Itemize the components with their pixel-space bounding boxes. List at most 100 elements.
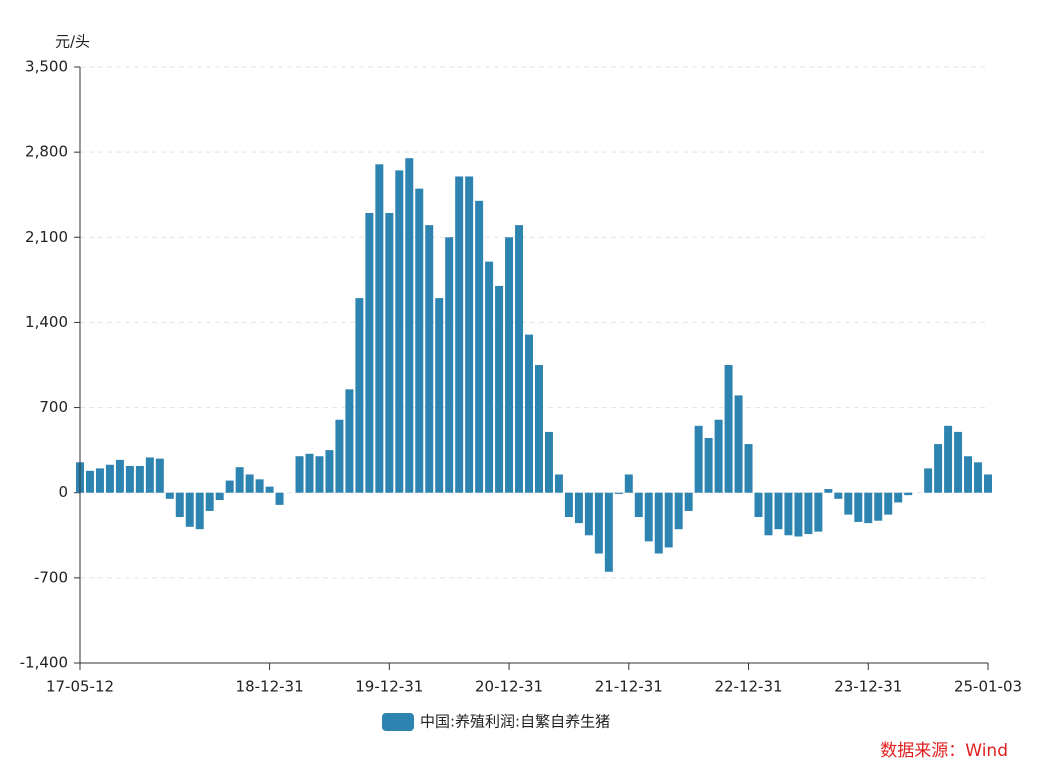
bar — [984, 474, 992, 493]
bar — [624, 474, 633, 493]
bar — [694, 425, 703, 493]
bar — [205, 492, 214, 511]
bar — [415, 188, 424, 493]
bar — [145, 457, 154, 493]
x-tick-label: 17-05-12 — [46, 678, 114, 696]
x-tick-label: 22-12-31 — [714, 678, 782, 696]
bar — [525, 334, 534, 493]
bar — [734, 395, 743, 493]
bar — [135, 465, 144, 493]
x-tick-label: 25-01-03 — [954, 678, 1022, 696]
bar — [165, 492, 174, 499]
bar — [754, 492, 763, 518]
legend-label: 中国:养殖利润:自繁自养生猪 — [420, 713, 610, 731]
bar — [295, 456, 304, 493]
bar — [684, 492, 693, 511]
y-tick-label: 2,100 — [25, 228, 68, 246]
bar — [654, 492, 663, 554]
bar — [475, 200, 484, 493]
bar — [425, 225, 434, 493]
bar — [215, 492, 224, 501]
bar — [864, 492, 873, 524]
bar — [435, 298, 444, 493]
bar — [105, 464, 114, 493]
bar — [85, 470, 94, 493]
y-tick-label: 0 — [58, 483, 68, 501]
bar — [714, 419, 723, 493]
bar — [924, 468, 933, 493]
x-tick-label: 19-12-31 — [355, 678, 423, 696]
bar — [834, 492, 843, 499]
bar — [345, 389, 354, 493]
bar — [335, 419, 344, 493]
bar — [465, 176, 474, 493]
bar — [964, 456, 973, 493]
bar — [195, 492, 204, 530]
bar — [644, 492, 653, 542]
y-tick-label: -1,400 — [20, 654, 68, 672]
bar — [395, 170, 404, 493]
bar — [445, 237, 454, 493]
y-tick-label: 1,400 — [25, 313, 68, 331]
y-unit: 元/头 — [55, 33, 90, 51]
bar — [225, 480, 234, 493]
bar — [544, 431, 553, 493]
bar — [265, 486, 274, 493]
bar — [764, 492, 773, 536]
bar — [275, 492, 284, 505]
bar — [305, 453, 314, 493]
bar — [564, 492, 573, 518]
bar — [554, 474, 563, 493]
bar — [315, 456, 324, 493]
bar — [944, 425, 953, 493]
bar — [614, 492, 623, 494]
bar — [455, 176, 464, 493]
bar — [245, 474, 254, 493]
bar — [724, 365, 733, 493]
y-tick-label: 700 — [39, 398, 68, 416]
bar — [534, 365, 543, 493]
source: 数据来源：Wind — [880, 741, 1008, 761]
bar — [574, 492, 583, 524]
y-tick-label: 2,800 — [25, 143, 68, 161]
bar — [155, 458, 164, 493]
bar — [664, 492, 673, 548]
bar — [485, 261, 494, 493]
bar — [175, 492, 184, 518]
legend-swatch — [382, 713, 414, 731]
bar — [495, 285, 504, 493]
bar — [884, 492, 893, 515]
bar — [505, 237, 514, 493]
bar — [804, 492, 813, 535]
bar — [894, 492, 903, 503]
bar — [824, 489, 833, 493]
bar — [904, 492, 913, 496]
bar — [844, 492, 853, 515]
bar — [355, 298, 364, 493]
bar — [325, 450, 334, 493]
bar — [874, 492, 883, 521]
y-tick-label: -700 — [34, 568, 68, 586]
bar — [974, 462, 983, 493]
bar — [744, 444, 753, 493]
bar — [405, 158, 414, 493]
bar — [674, 492, 683, 530]
bar — [365, 212, 374, 493]
bar — [854, 492, 863, 522]
bar — [774, 492, 783, 530]
x-tick-label: 23-12-31 — [834, 678, 902, 696]
bar — [95, 468, 104, 493]
bar — [255, 479, 264, 493]
bar — [704, 437, 713, 493]
bar — [784, 492, 793, 536]
x-tick-label: 20-12-31 — [475, 678, 543, 696]
bar — [385, 212, 394, 493]
bar — [125, 465, 134, 493]
bar — [235, 467, 244, 493]
bar — [115, 459, 124, 493]
bar — [185, 492, 194, 527]
bar — [604, 492, 613, 572]
x-tick-label: 18-12-31 — [236, 678, 304, 696]
x-tick-label: 21-12-31 — [595, 678, 663, 696]
